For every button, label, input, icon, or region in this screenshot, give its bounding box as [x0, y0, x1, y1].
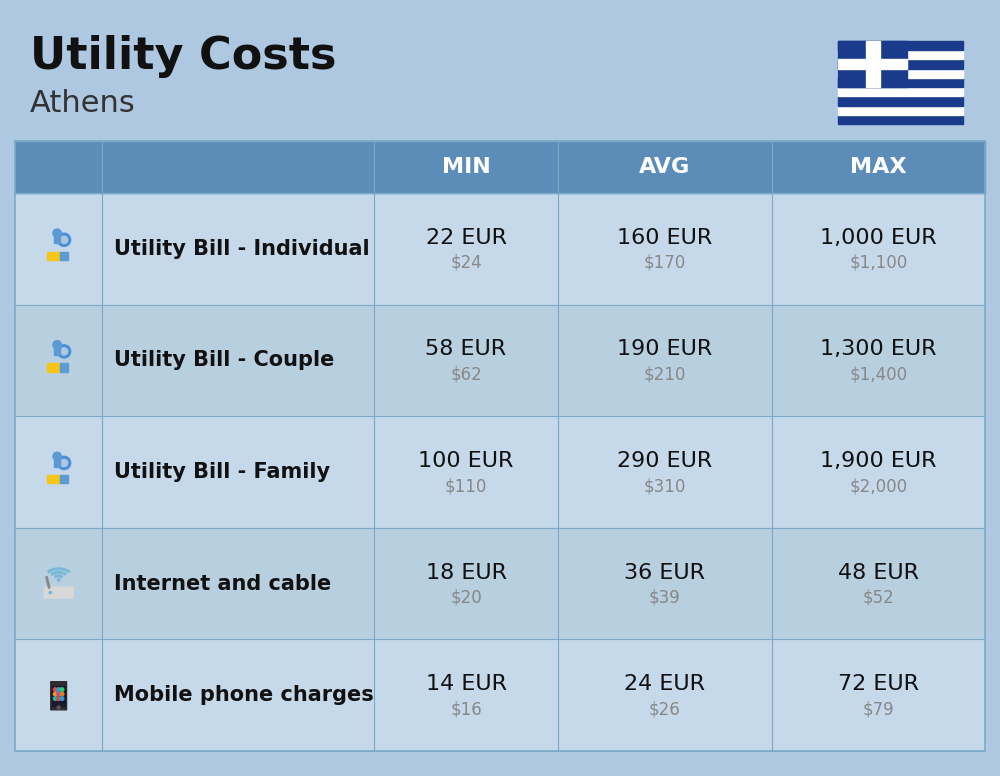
Circle shape	[57, 579, 60, 581]
Bar	[838, 60, 963, 68]
Text: 58 EUR: 58 EUR	[425, 339, 507, 359]
Bar	[54, 458, 60, 466]
Bar	[838, 41, 963, 50]
Text: 24 EUR: 24 EUR	[624, 674, 705, 695]
Bar	[60, 475, 68, 483]
Text: Utility Bill - Couple: Utility Bill - Couple	[114, 351, 335, 370]
Text: 14 EUR: 14 EUR	[426, 674, 507, 695]
Bar	[838, 68, 963, 78]
Text: 18 EUR: 18 EUR	[426, 563, 507, 583]
Text: $1,100: $1,100	[849, 254, 907, 272]
Bar	[15, 528, 985, 639]
Circle shape	[60, 692, 64, 696]
Bar	[15, 141, 985, 751]
Text: $310: $310	[644, 477, 686, 495]
Bar	[47, 363, 59, 372]
Text: 72 EUR: 72 EUR	[838, 674, 919, 695]
Text: $79: $79	[862, 700, 894, 719]
Circle shape	[53, 697, 57, 701]
FancyBboxPatch shape	[51, 682, 67, 710]
Circle shape	[60, 697, 64, 701]
Text: Utility Costs: Utility Costs	[30, 34, 336, 78]
Bar	[838, 50, 963, 60]
Text: Mobile phone charges: Mobile phone charges	[114, 685, 374, 705]
Text: $24: $24	[450, 254, 482, 272]
Circle shape	[57, 706, 60, 709]
Text: AVG: AVG	[639, 157, 691, 177]
Circle shape	[53, 341, 61, 349]
Bar	[838, 106, 963, 115]
Text: $110: $110	[445, 477, 487, 495]
Bar	[838, 78, 963, 87]
Circle shape	[57, 697, 60, 701]
Text: $16: $16	[450, 700, 482, 719]
Text: Utility Bill - Family: Utility Bill - Family	[114, 462, 330, 482]
Text: $210: $210	[644, 365, 686, 383]
Text: 290 EUR: 290 EUR	[617, 451, 713, 471]
Bar	[15, 141, 985, 193]
Text: 1,000 EUR: 1,000 EUR	[820, 228, 937, 248]
Text: MIN: MIN	[442, 157, 490, 177]
Bar	[838, 115, 963, 124]
Text: Athens: Athens	[30, 89, 136, 119]
Bar	[838, 41, 907, 87]
Bar	[838, 60, 907, 68]
Text: 22 EUR: 22 EUR	[426, 228, 507, 248]
Text: $52: $52	[862, 589, 894, 607]
Circle shape	[60, 459, 68, 466]
Circle shape	[53, 692, 57, 696]
Bar	[866, 41, 880, 87]
Text: 1,300 EUR: 1,300 EUR	[820, 339, 937, 359]
Bar	[52, 686, 65, 706]
Bar	[60, 363, 68, 372]
Text: $62: $62	[450, 365, 482, 383]
Bar	[838, 87, 963, 96]
Circle shape	[57, 345, 71, 358]
Text: $1,400: $1,400	[849, 365, 907, 383]
Bar	[15, 639, 985, 751]
Text: MAX: MAX	[850, 157, 907, 177]
Text: Utility Bill - Individual: Utility Bill - Individual	[114, 239, 370, 259]
Bar	[47, 475, 59, 483]
Circle shape	[57, 692, 60, 696]
Text: $26: $26	[649, 700, 681, 719]
Circle shape	[60, 348, 68, 355]
Bar	[47, 251, 59, 260]
Circle shape	[53, 229, 61, 237]
Circle shape	[57, 688, 60, 691]
Circle shape	[53, 688, 57, 691]
Bar	[60, 251, 68, 260]
Bar	[54, 235, 60, 244]
Text: $20: $20	[450, 589, 482, 607]
Text: 1,900 EUR: 1,900 EUR	[820, 451, 937, 471]
Bar	[838, 96, 963, 106]
Circle shape	[57, 234, 71, 247]
Bar	[15, 193, 985, 305]
Text: $39: $39	[649, 589, 681, 607]
Bar	[54, 347, 60, 355]
Circle shape	[60, 688, 64, 691]
Text: 190 EUR: 190 EUR	[617, 339, 713, 359]
Text: 48 EUR: 48 EUR	[838, 563, 919, 583]
Text: 160 EUR: 160 EUR	[617, 228, 713, 248]
Text: 100 EUR: 100 EUR	[418, 451, 514, 471]
Circle shape	[49, 591, 51, 594]
Bar	[15, 305, 985, 416]
Circle shape	[57, 456, 71, 469]
Circle shape	[53, 452, 61, 461]
Circle shape	[60, 236, 68, 244]
Text: $2,000: $2,000	[849, 477, 907, 495]
FancyBboxPatch shape	[44, 587, 73, 598]
Text: Internet and cable: Internet and cable	[114, 573, 332, 594]
Text: 36 EUR: 36 EUR	[624, 563, 705, 583]
Bar	[15, 416, 985, 528]
Text: $170: $170	[644, 254, 686, 272]
